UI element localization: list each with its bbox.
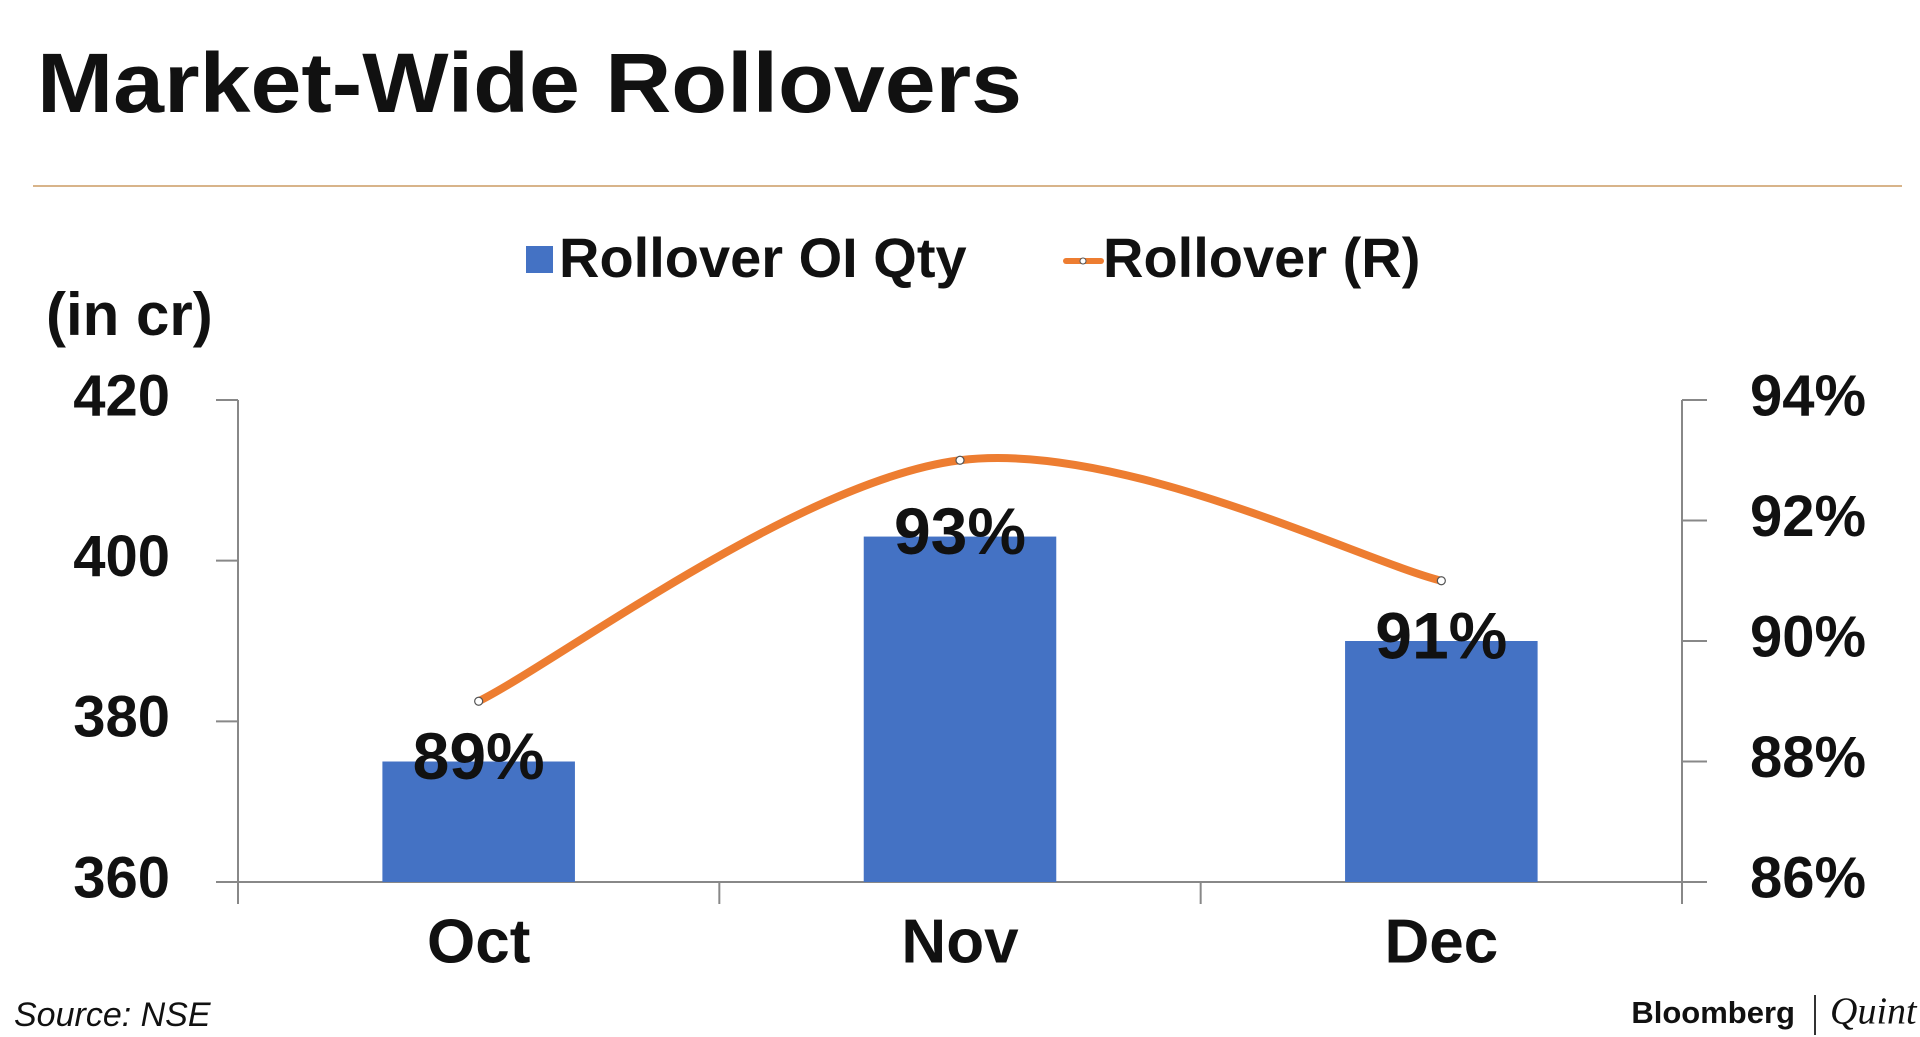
source: Source: NSE — [14, 996, 211, 1034]
x-tick-label: Dec — [1384, 907, 1498, 976]
data-label: 93% — [894, 494, 1026, 568]
y2-tick-label: 88% — [1750, 725, 1866, 790]
data-label: 89% — [413, 719, 545, 793]
bar — [382, 761, 575, 882]
chart-title: Market-Wide Rollovers — [37, 36, 1022, 130]
y-tick-label: 360 — [73, 845, 170, 910]
legend-label: Rollover (R) — [1103, 226, 1420, 289]
legend-swatch — [526, 246, 553, 273]
line-marker — [955, 455, 965, 465]
brand-sub: Quint — [1830, 991, 1918, 1033]
bar — [1345, 641, 1538, 882]
legend-label: Rollover OI Qty — [559, 226, 967, 289]
legend-marker — [1079, 257, 1087, 265]
line-marker — [474, 696, 484, 706]
x-tick-label: Oct — [427, 907, 530, 976]
brand: Bloomberg — [1631, 995, 1795, 1030]
bar — [863, 536, 1057, 882]
y-axis-label: (in cr) — [46, 281, 213, 348]
y-tick-label: 420 — [73, 363, 170, 428]
data-label: 91% — [1375, 598, 1507, 672]
y2-tick-label: 94% — [1750, 363, 1866, 428]
y2-tick-label: 90% — [1750, 604, 1866, 669]
y2-tick-label: 92% — [1750, 484, 1866, 549]
line-marker — [1436, 576, 1446, 586]
y-tick-label: 400 — [73, 524, 170, 589]
x-tick-label: Nov — [901, 907, 1019, 976]
y-tick-label: 380 — [73, 685, 170, 750]
y2-tick-label: 86% — [1750, 845, 1866, 910]
